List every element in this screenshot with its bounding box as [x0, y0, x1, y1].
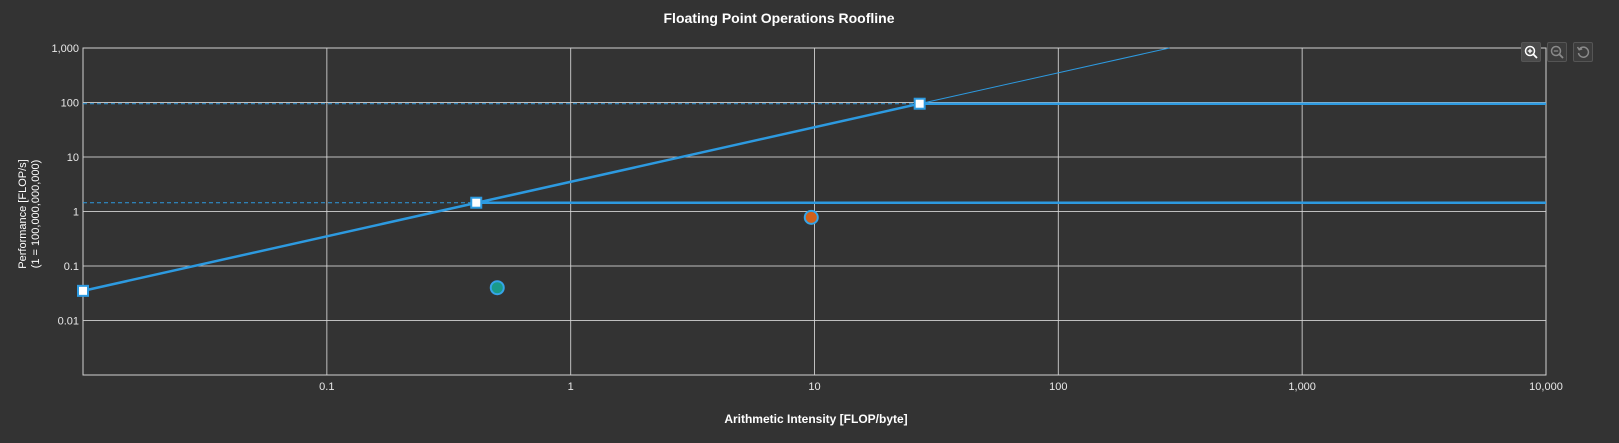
- y-tick-label: 1: [73, 207, 79, 219]
- ridge-marker: [470, 196, 483, 209]
- zoom-out-button[interactable]: [1547, 42, 1567, 62]
- axis-ticks: 0.1 1 10 100 1,000 10,000 0.01 0.1 1 10 100 1,000: [51, 43, 1562, 393]
- y-axis-label-group: Performance [FLOP/s] (1 = 100,000,000,00…: [17, 159, 42, 268]
- data-points: [489, 209, 819, 296]
- x-axis-label: Arithmetic Intensity [FLOP/byte]: [724, 412, 907, 426]
- x-tick-label: 0.1: [319, 381, 334, 393]
- y-tick-label: 0.01: [58, 316, 79, 328]
- chart-title: Floating Point Operations Roofline: [664, 10, 895, 26]
- reset-zoom-button[interactable]: [1573, 42, 1593, 62]
- y-tick-label: 100: [61, 98, 79, 110]
- x-tick-label: 10: [808, 381, 820, 393]
- x-tick-label: 1,000: [1288, 381, 1316, 393]
- x-tick-label: 100: [1049, 381, 1067, 393]
- zoom-toolbar: [1521, 42, 1593, 62]
- y-axis-label: Performance [FLOP/s]: [17, 159, 29, 268]
- bandwidth-extension: [919, 47, 1170, 105]
- y-tick-label: 1,000: [51, 43, 79, 55]
- y-tick-label: 0.1: [64, 261, 79, 273]
- bandwidth-roof: [82, 102, 920, 293]
- x-tick-label: 10,000: [1529, 381, 1563, 393]
- y-tick-label: 10: [67, 152, 79, 164]
- roofline-layer: [77, 47, 1546, 297]
- ridge-marker: [913, 97, 926, 110]
- zoom-in-button[interactable]: [1521, 42, 1541, 62]
- kernel-teal-point: [489, 280, 505, 296]
- zoom-out-icon: [1550, 45, 1564, 59]
- reset-zoom-icon: [1576, 46, 1590, 58]
- plot-frame: [82, 47, 1547, 376]
- ridge-marker: [77, 284, 89, 297]
- x-tick-label: 1: [568, 381, 574, 393]
- y-axis-sublabel: (1 = 100,000,000,000): [30, 160, 42, 269]
- zoom-in-icon: [1524, 45, 1538, 59]
- kernel-orange-point: [803, 209, 819, 225]
